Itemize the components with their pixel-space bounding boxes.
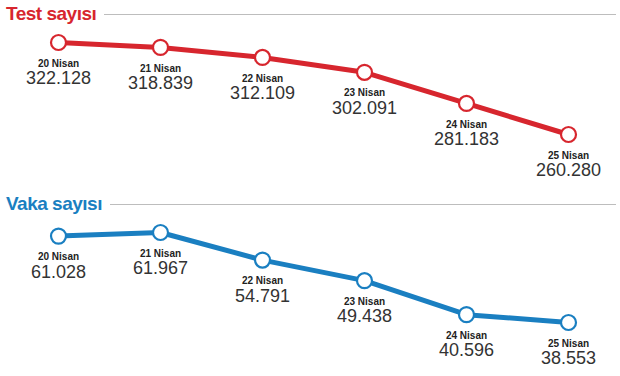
svg-text:23 Nisan: 23 Nisan xyxy=(344,87,385,98)
html-text:Vaka sayısı: Vaka sayısı xyxy=(6,193,102,214)
svg-text:23 Nisan: 23 Nisan xyxy=(344,296,385,307)
svg-text:40.596: 40.596 xyxy=(439,340,494,360)
svg-text:38.553: 38.553 xyxy=(541,348,596,368)
svg-text:25 Nisan: 25 Nisan xyxy=(548,338,589,349)
html-text:Test sayısı: Test sayısı xyxy=(6,3,97,24)
svg-text:22 Nisan: 22 Nisan xyxy=(242,73,283,84)
svg-text:25 Nisan: 25 Nisan xyxy=(548,150,589,161)
svg-text:260.280: 260.280 xyxy=(536,160,601,180)
svg-text:61.028: 61.028 xyxy=(31,262,86,282)
svg-text:54.791: 54.791 xyxy=(235,286,290,306)
svg-text:322.128: 322.128 xyxy=(26,68,91,88)
svg-text:22 Nisan: 22 Nisan xyxy=(242,275,283,286)
svg-text:21 Nisan: 21 Nisan xyxy=(140,248,181,259)
svg-text:302.091: 302.091 xyxy=(332,98,397,118)
svg-text:318.839: 318.839 xyxy=(128,73,193,93)
svg-text:281.183: 281.183 xyxy=(434,129,499,149)
svg-text:49.438: 49.438 xyxy=(337,306,392,326)
svg-text:20 Nisan: 20 Nisan xyxy=(38,251,79,262)
svg-text:20 Nisan: 20 Nisan xyxy=(38,58,79,69)
svg-text:24 Nisan: 24 Nisan xyxy=(446,330,487,341)
svg-text:61.967: 61.967 xyxy=(133,258,188,278)
svg-text:312.109: 312.109 xyxy=(230,83,295,103)
svg-text:21 Nisan: 21 Nisan xyxy=(140,62,181,73)
svg-text:24 Nisan: 24 Nisan xyxy=(446,119,487,130)
